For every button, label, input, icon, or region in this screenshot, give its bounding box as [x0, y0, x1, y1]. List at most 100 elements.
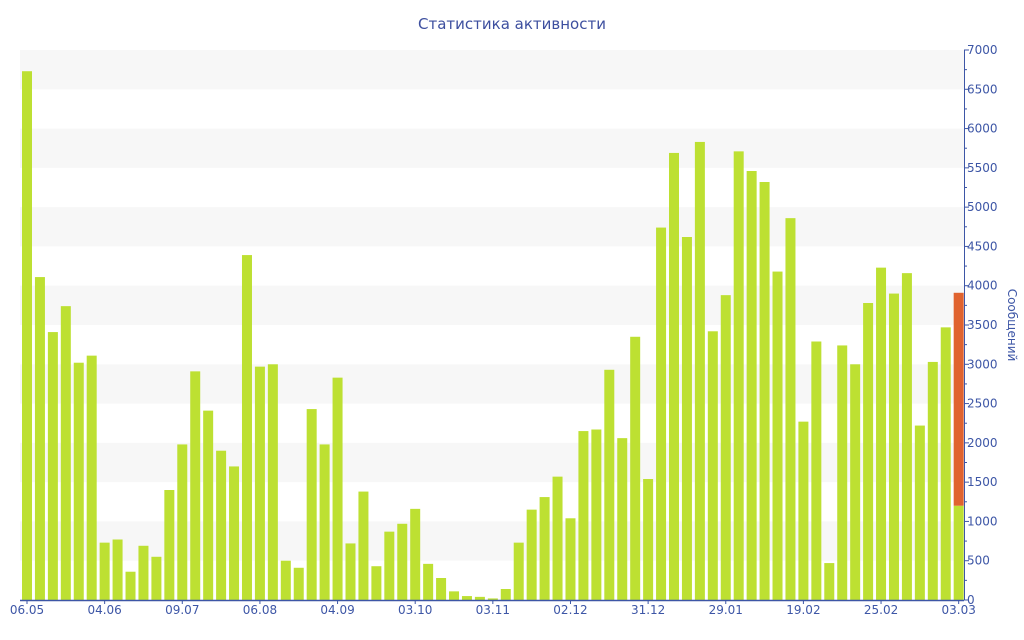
bar: [397, 523, 408, 600]
bar: [591, 429, 602, 600]
bar: [850, 364, 861, 600]
bar: [216, 450, 227, 600]
bar: [798, 421, 809, 600]
bar: [552, 476, 563, 600]
bar: [112, 539, 123, 600]
grid-band: [20, 50, 964, 90]
x-tick-label: 06.05: [10, 603, 44, 617]
bar: [461, 596, 472, 600]
y-tick-label: 5000: [967, 200, 998, 214]
bar: [824, 563, 835, 600]
bar: [746, 171, 757, 600]
y-tick-label: 2000: [967, 436, 998, 450]
x-tick-label: 02.12: [553, 603, 587, 617]
bar: [656, 227, 667, 601]
bar: [410, 508, 421, 600]
bar: [332, 377, 343, 600]
bar: [953, 505, 964, 600]
bar: [229, 466, 240, 600]
bar: [449, 591, 460, 600]
x-tick-label: 31.12: [631, 603, 665, 617]
bar: [940, 327, 951, 600]
bar: [125, 571, 136, 600]
y-tick-label: 3000: [967, 357, 998, 371]
y-axis-title: Сообщений: [1005, 289, 1019, 362]
bar: [888, 293, 899, 600]
bar: [772, 271, 783, 600]
bar: [384, 531, 395, 600]
bar: [177, 444, 188, 600]
x-tick-label: 09.07: [165, 603, 199, 617]
bar: [837, 345, 848, 600]
bar: [371, 566, 382, 600]
y-tick-label: 1500: [967, 475, 998, 489]
bar: [241, 255, 252, 601]
bar: [293, 567, 304, 600]
grid-band: [20, 128, 964, 168]
chart-title: Статистика активности: [418, 15, 606, 33]
bar: [138, 545, 149, 600]
bar: [720, 295, 731, 600]
y-tick-label: 7000: [967, 43, 998, 57]
y-tick-label: 1000: [967, 514, 998, 528]
bar-extra: [953, 292, 964, 506]
bar: [358, 491, 369, 600]
x-tick-label: 03.11: [476, 603, 510, 617]
bar: [707, 331, 718, 600]
bar: [34, 277, 45, 600]
grid-band: [20, 521, 964, 561]
grid-band: [20, 364, 964, 404]
bar: [578, 431, 589, 600]
bar: [513, 542, 524, 600]
bar: [86, 355, 97, 600]
bar: [280, 560, 291, 600]
bar: [190, 371, 201, 600]
bar: [526, 509, 537, 600]
bar: [785, 218, 796, 600]
bar: [151, 556, 162, 600]
bar: [914, 425, 925, 600]
bar: [254, 366, 265, 600]
bar: [73, 362, 84, 600]
grid-band: [20, 207, 964, 247]
grid-band: [20, 285, 964, 325]
bar: [694, 141, 705, 600]
x-tick-label: 19.02: [786, 603, 820, 617]
bar: [733, 151, 744, 600]
x-tick-label: 04.09: [320, 603, 354, 617]
bar: [759, 182, 770, 600]
x-tick-label: 25.02: [864, 603, 898, 617]
y-tick-label: 4000: [967, 279, 998, 293]
bar: [927, 361, 938, 600]
x-tick-label: 29.01: [709, 603, 743, 617]
bar: [863, 303, 874, 600]
bar: [604, 369, 615, 600]
bar: [423, 563, 434, 600]
x-tick-label: 04.06: [87, 603, 121, 617]
bar: [876, 267, 887, 600]
bar: [500, 589, 511, 600]
bar: [267, 364, 278, 600]
bar: [47, 332, 58, 600]
grid-band: [20, 442, 964, 483]
bar: [345, 543, 356, 600]
bar: [487, 598, 498, 600]
x-tick-label: 06.08: [243, 603, 277, 617]
x-tick-label: 03.03: [942, 603, 976, 617]
bar: [681, 237, 692, 600]
y-tick-label: 6500: [967, 82, 998, 96]
y-tick-label: 5500: [967, 161, 998, 175]
bar: [643, 479, 654, 600]
y-tick-label: 0: [967, 593, 975, 607]
bar: [901, 273, 912, 600]
bar: [617, 438, 628, 600]
bar: [669, 152, 679, 600]
bar: [565, 518, 576, 600]
y-tick-label: 4500: [967, 239, 998, 253]
bar: [306, 409, 317, 600]
x-tick-label: 03.10: [398, 603, 432, 617]
bar: [60, 306, 71, 600]
bar: [99, 542, 110, 600]
y-tick-label: 6000: [967, 122, 998, 136]
